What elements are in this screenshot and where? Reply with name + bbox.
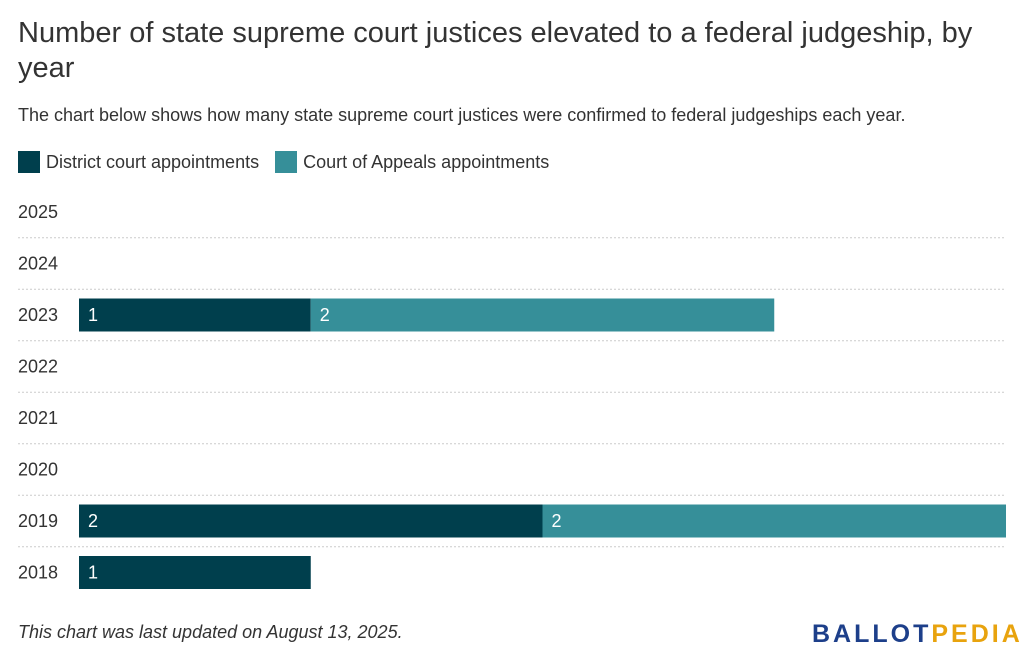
chart-subtitle: The chart below shows how many state sup…	[18, 105, 906, 125]
bar-appeals	[310, 298, 775, 332]
legend-item-district[interactable]: District court appointments	[18, 150, 259, 174]
legend-swatch-appeals	[275, 151, 298, 173]
legend-swatch-district	[18, 151, 40, 173]
year-label: 2018	[18, 563, 58, 583]
bar-district	[79, 556, 311, 589]
year-label: 2019	[18, 511, 58, 531]
chart-title: Number of state supreme court justices e…	[18, 17, 973, 84]
data-label-district: 2	[88, 511, 98, 531]
year-label: 2025	[18, 202, 58, 222]
logo-part-pedia: PEDIA	[931, 620, 1023, 648]
legend: District court appointments Court of App…	[18, 149, 565, 175]
logo-part-ballot: BALLOT	[812, 620, 932, 648]
year-label: 2023	[18, 305, 58, 325]
bar-district	[79, 298, 311, 332]
footer-note: This chart was last updated on August 13…	[18, 622, 403, 642]
year-label: 2020	[18, 460, 58, 480]
year-label: 2021	[18, 408, 58, 428]
legend-item-appeals[interactable]: Court of Appeals appointments	[275, 150, 549, 174]
bar-appeals	[542, 504, 1006, 538]
data-label-appeals: 2	[552, 511, 562, 531]
legend-label-appeals: Court of Appeals appointments	[303, 152, 550, 172]
data-label-district: 1	[88, 305, 98, 325]
data-label-appeals: 2	[320, 305, 330, 325]
legend-label-district: District court appointments	[46, 152, 260, 172]
year-label: 2024	[18, 254, 58, 274]
year-label: 2022	[18, 357, 58, 377]
ballotpedia-logo[interactable]: BALLOTPEDIA	[812, 620, 1023, 649]
bar-district	[79, 504, 543, 538]
data-label-district: 1	[88, 563, 98, 583]
